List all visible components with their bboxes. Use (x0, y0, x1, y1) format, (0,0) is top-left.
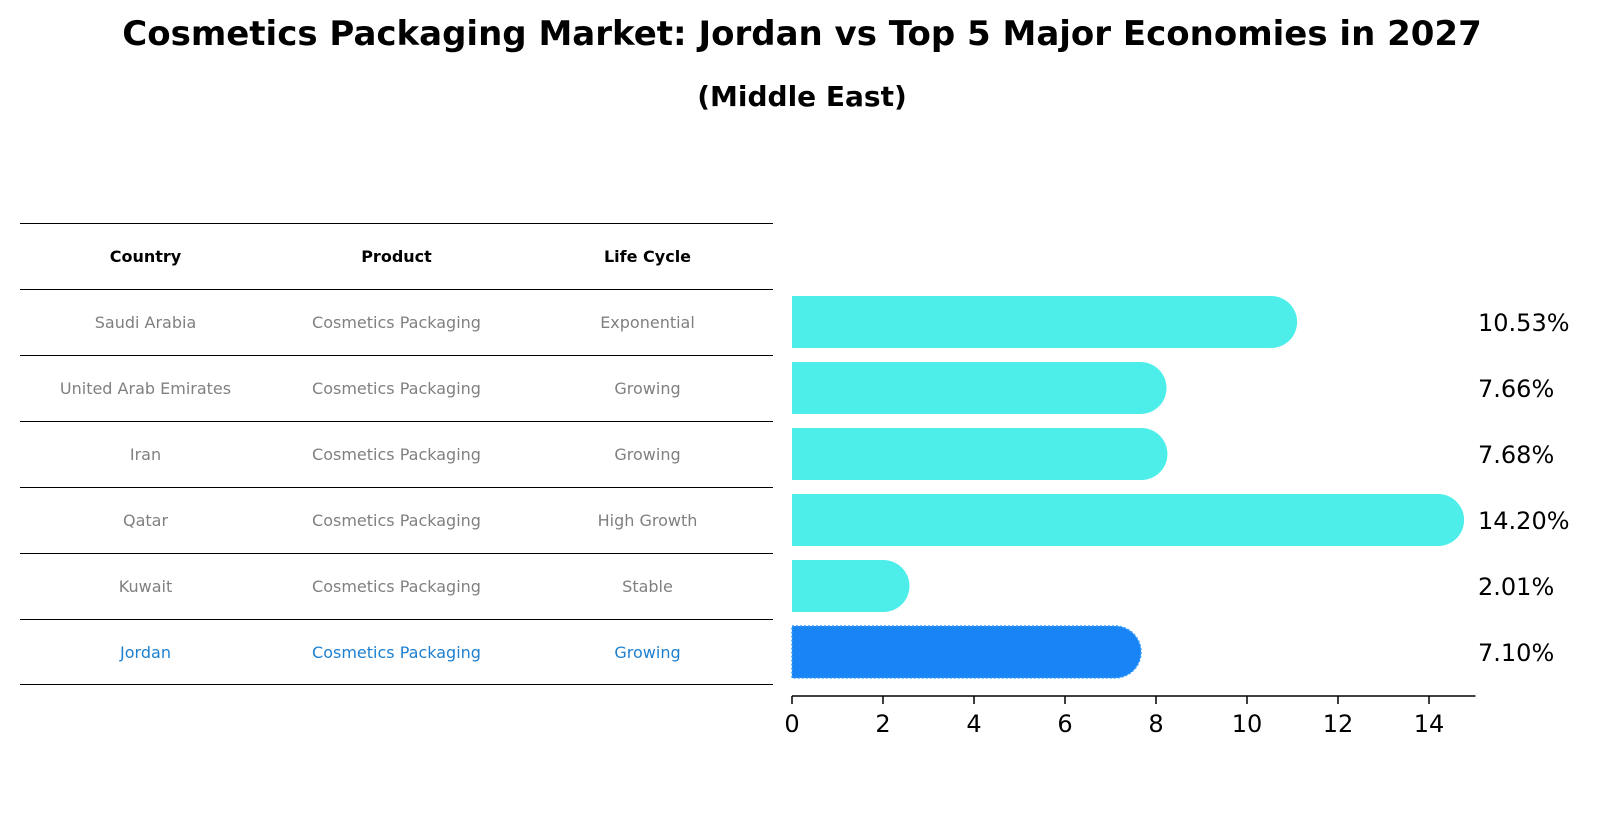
country-cell: Saudi Arabia (94, 313, 197, 332)
product-cell: Cosmetics Packaging (312, 379, 481, 398)
table-row: Saudi Arabia Cosmetics Packaging Exponen… (20, 289, 773, 355)
bar-jordan (791, 625, 1142, 679)
country-cell: United Arab Emirates (59, 379, 232, 398)
chart-subtitle: (Middle East) (697, 80, 907, 113)
product-cell: Cosmetics Packaging (312, 445, 481, 464)
bar-saudi-arabia (792, 296, 1298, 348)
product-cell: Cosmetics Packaging (312, 642, 481, 662)
bar-iran (792, 428, 1168, 480)
market-table: Country Product Life Cycle Saudi Arabia … (20, 223, 773, 685)
x-tick-label: 8 (1148, 710, 1163, 738)
table-row: United Arab Emirates Cosmetics Packaging… (20, 355, 773, 421)
product-cell: Cosmetics Packaging (312, 577, 481, 596)
life-cycle-cell: High Growth (597, 511, 698, 530)
life-cycle-cell: Growing (614, 445, 681, 464)
bar-value-label: 7.10% (1478, 639, 1554, 667)
column-header-life-cycle: Life Cycle (603, 247, 692, 266)
x-tick-label: 0 (784, 710, 799, 738)
life-cycle-cell: Growing (614, 642, 681, 662)
x-tick-label: 6 (1057, 710, 1072, 738)
table-row: Iran Cosmetics Packaging Growing (20, 421, 773, 487)
product-cell: Cosmetics Packaging (312, 511, 481, 530)
bar-value-label: 7.66% (1478, 375, 1554, 403)
x-tick-label: 4 (966, 710, 981, 738)
x-tick-label: 2 (875, 710, 890, 738)
country-cell: Jordan (120, 642, 171, 662)
country-cell: Kuwait (118, 577, 173, 596)
bar-value-label: 14.20% (1478, 507, 1570, 535)
bar-value-label: 7.68% (1478, 441, 1554, 469)
table-header-row: Country Product Life Cycle (20, 223, 773, 289)
country-cell: Iran (129, 445, 162, 464)
bar-united-arab-emirates (792, 362, 1167, 414)
x-tick-label: 12 (1323, 710, 1354, 738)
column-header-country: Country (109, 247, 182, 266)
country-cell: Qatar (122, 511, 169, 530)
bar-value-label: 2.01% (1478, 573, 1554, 601)
chart-title: Cosmetics Packaging Market: Jordan vs To… (122, 14, 1482, 54)
x-tick-label: 14 (1414, 710, 1445, 738)
life-cycle-cell: Stable (622, 577, 673, 596)
table-row: Kuwait Cosmetics Packaging Stable (20, 553, 773, 619)
bar-kuwait (792, 560, 910, 612)
bar-qatar (792, 494, 1465, 546)
life-cycle-cell: Growing (614, 379, 681, 398)
table-row-highlight: Jordan Cosmetics Packaging Growing (20, 619, 773, 685)
life-cycle-cell: Exponential (600, 313, 695, 332)
bar-value-label: 10.53% (1478, 309, 1570, 337)
column-header-product: Product (361, 247, 432, 266)
x-tick-label: 10 (1232, 710, 1263, 738)
table-row: Qatar Cosmetics Packaging High Growth (20, 487, 773, 553)
product-cell: Cosmetics Packaging (312, 313, 481, 332)
